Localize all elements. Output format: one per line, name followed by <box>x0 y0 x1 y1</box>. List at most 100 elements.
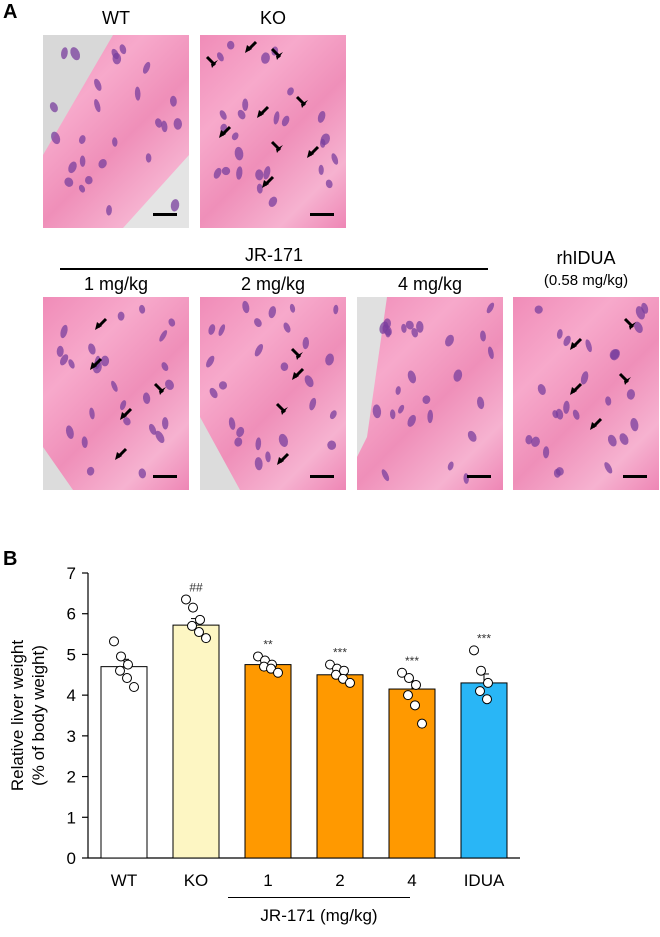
cell-nucleus <box>88 343 96 355</box>
cell-nucleus <box>119 44 127 55</box>
cell-nucleus <box>142 61 151 74</box>
cell-nucleus <box>641 302 649 314</box>
scale-bar <box>153 213 177 216</box>
cell-nucleus <box>416 321 424 333</box>
cell-nucleus <box>552 410 559 419</box>
cell-nucleus <box>401 323 407 333</box>
data-point <box>123 659 133 670</box>
x-tick-label: WT <box>111 871 137 890</box>
scale-bar <box>310 475 334 478</box>
cell-nucleus <box>487 346 494 360</box>
arrow-icon <box>219 125 232 138</box>
histology-image-2mgkg <box>200 297 346 490</box>
cell-nucleus <box>221 166 231 176</box>
cell-nucleus <box>534 305 543 314</box>
jr171-dose-axis-label: JR-171 (mg/kg) <box>260 906 378 925</box>
arrow-icon <box>277 452 290 465</box>
cell-nucleus <box>65 425 74 439</box>
scale-bar <box>467 475 491 478</box>
data-point <box>122 673 132 684</box>
cell-nucleus <box>445 334 454 347</box>
label-4mgkg: 4 mg/kg <box>397 274 463 294</box>
y-tick-label: 6 <box>67 605 76 624</box>
cell-nucleus <box>168 318 176 327</box>
cell-nucleus <box>268 196 278 207</box>
cell-nucleus <box>480 330 486 342</box>
cell-nucleus <box>78 184 86 193</box>
scale-bar <box>153 475 177 478</box>
cell-nucleus <box>255 437 262 451</box>
cell-nucleus <box>155 118 163 128</box>
histology-image-ko <box>200 35 346 228</box>
arrow-icon <box>570 382 583 395</box>
y-tick-label: 1 <box>67 808 76 827</box>
cell-nucleus <box>170 199 180 212</box>
cell-nucleus <box>56 345 64 357</box>
cell-nucleus <box>319 138 326 148</box>
cell-nucleus <box>283 322 291 333</box>
cell-nucleus <box>467 430 477 442</box>
data-point <box>181 594 191 605</box>
cell-nucleus <box>580 371 589 385</box>
cell-nucleus <box>242 300 250 314</box>
cell-nucleus <box>405 320 414 330</box>
cell-nucleus <box>609 349 620 360</box>
arrow-icon <box>292 367 305 380</box>
y-tick-label: 2 <box>67 768 76 787</box>
cell-nucleus <box>407 370 417 384</box>
cell-nucleus <box>89 407 95 420</box>
cell-nucleus <box>234 146 244 161</box>
jr171-bracket-line <box>228 897 410 898</box>
cell-nucleus <box>218 324 226 336</box>
cell-nucleus <box>407 414 416 427</box>
cell-nucleus <box>64 177 74 187</box>
cell-nucleus <box>242 98 249 111</box>
cell-nucleus <box>427 409 434 424</box>
cell-nucleus <box>531 436 540 447</box>
arrow-icon <box>623 317 636 330</box>
jr171-group-line <box>60 268 488 270</box>
data-point <box>411 679 421 690</box>
cell-nucleus <box>61 47 68 60</box>
cell-nucleus <box>59 354 69 366</box>
arrow-icon <box>205 55 218 68</box>
cell-nucleus <box>213 167 222 179</box>
significance-marker: ** <box>263 637 273 651</box>
cell-nucleus <box>208 324 216 335</box>
cell-nucleus <box>165 379 174 390</box>
cell-nucleus <box>236 426 245 438</box>
cell-nucleus <box>228 417 236 430</box>
cell-nucleus <box>382 324 392 336</box>
cell-nucleus <box>112 137 118 147</box>
cell-nucleus <box>411 327 419 338</box>
arrow-icon <box>90 357 103 370</box>
cell-nucleus <box>206 355 215 368</box>
cell-nucleus <box>453 369 463 382</box>
panel-b-label: B <box>3 548 18 570</box>
arrow-icon <box>307 145 320 158</box>
cell-nucleus <box>161 362 169 372</box>
data-point <box>469 645 479 656</box>
arrow-icon <box>120 407 133 420</box>
arrow-icon <box>153 382 166 395</box>
cell-nucleus <box>139 304 146 314</box>
cell-nucleus <box>281 115 290 127</box>
cell-nucleus <box>381 469 390 482</box>
liver-weight-chart: 0 1 2 3 4 5 6 7 Relative liver weight (% of body … <box>8 564 520 890</box>
bar <box>172 624 220 859</box>
histology-image-wt <box>43 35 189 228</box>
cell-nucleus <box>556 329 563 339</box>
cell-nucleus <box>138 468 147 479</box>
arrow-icon <box>115 447 128 460</box>
cell-nucleus <box>237 109 246 120</box>
cell-nucleus <box>325 353 334 366</box>
data-point <box>195 614 205 625</box>
cell-nucleus <box>173 118 183 130</box>
data-point <box>115 665 125 676</box>
cell-nucleus <box>254 457 263 471</box>
data-point <box>187 620 197 631</box>
cell-nucleus <box>542 446 550 459</box>
arrow-icon <box>257 105 270 118</box>
jr171-group-label: JR-171 <box>244 245 304 265</box>
cell-nucleus <box>389 409 396 420</box>
